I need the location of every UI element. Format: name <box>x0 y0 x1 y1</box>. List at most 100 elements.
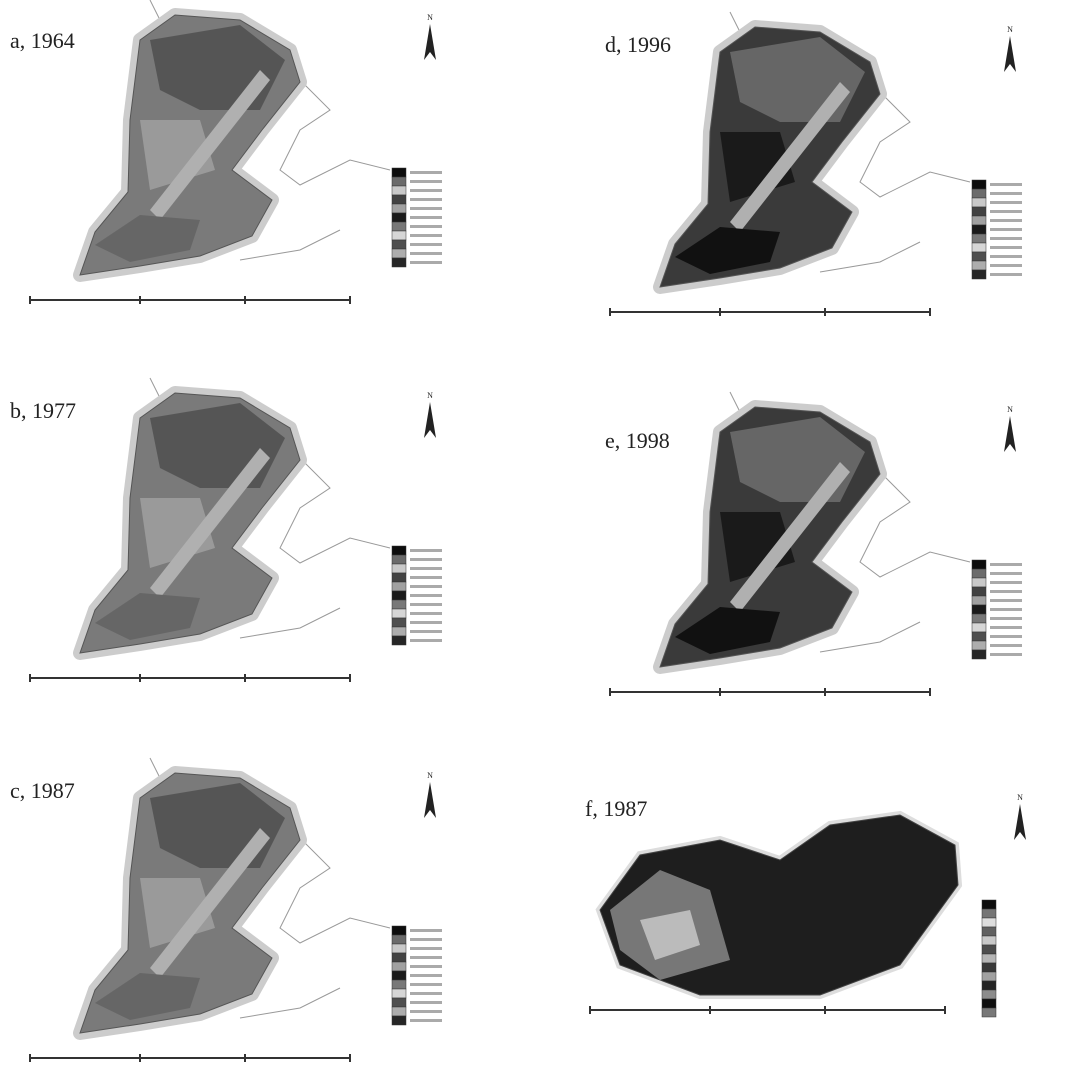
legend-swatch <box>981 935 997 946</box>
map-panel: N <box>29 377 442 682</box>
legend-swatch <box>391 979 407 990</box>
river <box>149 377 391 639</box>
legend-swatch <box>391 952 407 963</box>
legend-swatch <box>981 908 997 919</box>
north-label: N <box>1007 25 1013 34</box>
legend-swatch <box>391 997 407 1008</box>
scale-bar <box>609 308 931 316</box>
legend-swatch <box>391 1006 407 1017</box>
legend-swatch <box>971 568 987 579</box>
legend-text-placeholder <box>410 567 442 570</box>
legend-swatch <box>971 577 987 588</box>
panel-title: e, 1998 <box>605 428 670 453</box>
north-arrow <box>424 782 436 818</box>
legend-text-placeholder <box>410 621 442 624</box>
legend-text-placeholder <box>410 1001 442 1004</box>
legend-text-placeholder <box>410 207 442 210</box>
legend-swatch <box>981 980 997 991</box>
legend-swatch <box>981 899 997 910</box>
panel-title: f, 1987 <box>585 796 647 821</box>
map-region <box>95 215 200 262</box>
legend-swatch <box>971 233 987 244</box>
legend-text-placeholder <box>990 201 1022 204</box>
legend-swatch <box>971 604 987 615</box>
legend-swatch <box>391 608 407 619</box>
river <box>729 391 971 653</box>
legend-text-placeholder <box>990 237 1022 240</box>
legend-text-placeholder <box>990 255 1022 258</box>
legend-text-placeholder <box>410 612 442 615</box>
legend-swatch <box>391 239 407 250</box>
legend-swatch <box>971 197 987 208</box>
legend-swatch <box>391 194 407 205</box>
map-stripe <box>150 828 270 978</box>
north-arrow <box>424 24 436 60</box>
legend-text-placeholder <box>410 956 442 959</box>
legend-text-placeholder <box>990 653 1022 656</box>
legend-swatch <box>981 926 997 937</box>
legend-swatch <box>981 962 997 973</box>
legend-swatch <box>981 989 997 1000</box>
legend-text-placeholder <box>410 639 442 642</box>
legend-swatch <box>971 622 987 633</box>
legend-swatch <box>971 179 987 190</box>
legend-swatch <box>391 257 407 268</box>
legend-swatch <box>971 206 987 217</box>
north-label: N <box>427 771 433 780</box>
legend-swatch <box>391 230 407 241</box>
legend-text-placeholder <box>410 983 442 986</box>
map-stripe <box>150 70 270 220</box>
legend-text-placeholder <box>990 617 1022 620</box>
legend-swatch <box>391 943 407 954</box>
legend-swatch <box>981 917 997 928</box>
legend-swatch <box>981 1007 997 1018</box>
legend-text-placeholder <box>410 252 442 255</box>
scale-bar <box>29 674 351 682</box>
legend-text-placeholder <box>410 1010 442 1013</box>
panel-title: c, 1987 <box>10 778 75 803</box>
legend-text-placeholder <box>410 938 442 941</box>
legend-swatch <box>391 599 407 610</box>
legend-text-placeholder <box>990 228 1022 231</box>
legend-text-placeholder <box>990 246 1022 249</box>
legend-text-placeholder <box>410 965 442 968</box>
map-panel: N <box>609 391 1022 696</box>
legend-swatch <box>391 590 407 601</box>
legend-swatch <box>391 988 407 999</box>
legend-swatch <box>971 595 987 606</box>
map-panel: N <box>589 793 1026 1018</box>
legend-text-placeholder <box>410 180 442 183</box>
legend-text-placeholder <box>990 273 1022 276</box>
legend-swatch <box>971 188 987 199</box>
legend-text-placeholder <box>410 243 442 246</box>
legend-swatch <box>971 224 987 235</box>
legend-text-placeholder <box>410 558 442 561</box>
legend-swatch <box>971 260 987 271</box>
north-arrow <box>1004 416 1016 452</box>
legend-swatch <box>981 971 997 982</box>
map-region <box>95 593 200 640</box>
legend-text-placeholder <box>410 594 442 597</box>
legend-text-placeholder <box>410 549 442 552</box>
legend-swatch <box>971 251 987 262</box>
north-arrow <box>1004 36 1016 72</box>
legend-swatch <box>391 554 407 565</box>
legend-swatch <box>391 176 407 187</box>
river <box>729 11 971 273</box>
legend-swatch <box>391 248 407 259</box>
legend-swatch <box>391 185 407 196</box>
legend-text-placeholder <box>410 261 442 264</box>
panel-title: d, 1996 <box>605 32 671 57</box>
map-panel: N <box>29 0 442 304</box>
legend-text-placeholder <box>410 171 442 174</box>
river <box>149 757 391 1019</box>
legend-swatch <box>391 617 407 628</box>
legend-text-placeholder <box>410 198 442 201</box>
map-panel: N <box>29 757 442 1062</box>
legend-swatch <box>391 635 407 646</box>
legend-text-placeholder <box>410 585 442 588</box>
legend-swatch <box>391 167 407 178</box>
legend-text-placeholder <box>990 192 1022 195</box>
legend-swatch <box>391 563 407 574</box>
